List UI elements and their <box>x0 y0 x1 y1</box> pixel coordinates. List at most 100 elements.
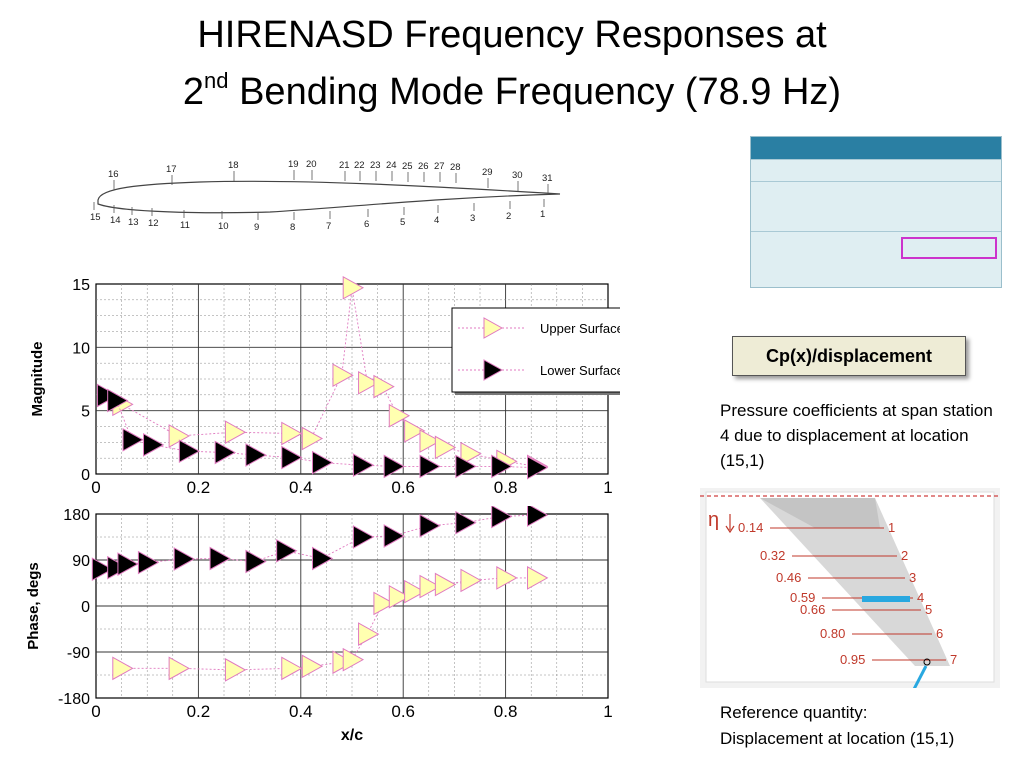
y-tick-label: 5 <box>81 404 90 421</box>
station-index-label: 7 <box>950 652 957 667</box>
station-index-label: 2 <box>901 548 908 563</box>
upper-surface-point <box>224 658 247 682</box>
airfoil-lower-label: 9 <box>254 222 259 233</box>
airfoil-upper-label: 19 <box>288 159 299 170</box>
upper-surface-point <box>388 584 411 609</box>
upper-surface-point <box>434 572 457 597</box>
station-index-label: 5 <box>925 602 932 617</box>
station-index-label: 1 <box>888 520 895 535</box>
airfoil-upper-label: 21 <box>339 160 350 171</box>
airfoil-upper-label: 20 <box>306 159 317 170</box>
upper-surface-point <box>332 363 354 388</box>
airfoil-upper-label: 31 <box>542 173 553 184</box>
airfoil-upper-label: 22 <box>354 160 365 171</box>
description-note: Pressure coefficients at span station 4 … <box>720 401 993 470</box>
airfoil-lower-label: 12 <box>148 218 159 229</box>
station-eta-label: 0.66 <box>800 602 825 617</box>
lower-surface-point <box>173 547 196 571</box>
x-tick-label: 0.4 <box>289 478 313 497</box>
reference-note-line-2: Displacement at location (15,1) <box>720 729 955 748</box>
cp-displacement-callout: Cp(x)/displacement <box>732 336 966 376</box>
x-axis-label: x/c <box>341 727 363 744</box>
lower-surface-point <box>245 549 267 574</box>
upper-surface-line <box>121 577 537 671</box>
airfoil-upper-label: 24 <box>386 160 397 171</box>
airfoil-upper-label: 28 <box>450 162 461 173</box>
upper-surface-point <box>373 591 395 616</box>
upper-surface-point <box>419 574 441 599</box>
station-eta-label: 0.59 <box>790 590 815 605</box>
lower-surface-point <box>352 525 375 549</box>
upper-surface-point <box>373 374 395 399</box>
upper-surface-point <box>388 403 411 428</box>
wing-planform-diagram: η 0.14 1 0.32 2 0.46 3 0.59 4 0.66 5 0.80 6 0.95 7 <box>700 488 1000 688</box>
lower-surface-point <box>419 513 441 538</box>
reference-arrow <box>912 665 928 688</box>
airfoil-diagram: 16 17 18 19 20 21 22 23 24 25 26 27 28 29 30 31 15 14 13 1… <box>90 159 561 233</box>
x-tick-label: 0.8 <box>494 478 518 497</box>
station-eta-label: 0.95 <box>840 652 865 667</box>
lower-surface-series <box>96 383 549 480</box>
upper-surface-point <box>301 654 324 679</box>
title-line-1: HIRENASD Frequency Responses at <box>197 14 827 56</box>
airfoil-lower-label: 7 <box>326 221 331 232</box>
lower-surface-point <box>281 445 303 470</box>
upper-surface-point <box>112 656 134 681</box>
lower-surface-point <box>117 552 139 576</box>
upper-surface-point <box>460 441 482 466</box>
lower-surface-point <box>137 550 160 575</box>
y-axis-label: Magnitude <box>29 342 46 417</box>
airfoil-lower-label: 2 <box>506 211 511 222</box>
legend-label: Upper Surface <box>540 321 620 336</box>
x-tick-label: 0.4 <box>289 702 313 721</box>
lower-surface-point <box>491 506 513 529</box>
lower-surface-point <box>107 388 129 413</box>
reference-point <box>923 658 931 666</box>
x-tick-label: 0.2 <box>187 702 211 721</box>
eta-symbol: η <box>708 509 719 531</box>
airfoil-upper-labels: 16 17 18 19 20 21 22 23 24 25 26 27 28 29 30 31 <box>108 159 553 194</box>
airfoil-lower-labels: 15 14 13 12 11 10 9 8 7 6 5 4 3 2 1 <box>90 199 545 233</box>
upper-surface-point <box>496 566 518 590</box>
station-eta-label: 0.14 <box>738 520 763 535</box>
y-axis-label: Phase, degs <box>25 562 42 650</box>
lower-surface-point <box>91 557 114 582</box>
y-tick-label: 10 <box>72 340 90 357</box>
airfoil-lower-label: 14 <box>110 215 121 226</box>
upper-surface-point <box>342 275 365 300</box>
station-eta-label: 0.46 <box>776 570 801 585</box>
legend: Upper Surface Lower Surface <box>451 307 620 395</box>
lower-surface-point <box>178 439 201 464</box>
upper-surface-point <box>224 420 247 445</box>
airfoil-upper-label: 30 <box>512 170 523 181</box>
airfoil-lower-label: 11 <box>180 220 190 231</box>
lower-surface-point <box>383 524 405 548</box>
lower-surface-point <box>352 453 375 477</box>
lower-surface-series <box>91 506 549 582</box>
airfoil-upper-label: 25 <box>402 161 413 172</box>
y-tick-label: 0 <box>81 467 90 484</box>
table-header-band <box>751 137 1001 159</box>
lower-surface-point <box>455 510 477 535</box>
upper-surface-point <box>168 656 190 681</box>
airfoil-lower-label: 13 <box>128 217 139 228</box>
lower-surface-point <box>311 546 334 571</box>
upper-surface-point <box>527 566 549 590</box>
lower-surface-point <box>419 454 441 479</box>
reference-note-line-1: Reference quantity: <box>720 703 868 722</box>
y-tick-label: 180 <box>63 507 90 524</box>
upper-surface-point <box>404 579 426 604</box>
x-tick-label: 1 <box>603 702 612 721</box>
phase-chart: 0 0.2 0.4 0.6 0.8 1 -180 -90 0 90 180 Phase, degs x/… <box>25 506 613 744</box>
upper-surface-point <box>342 647 365 672</box>
airfoil-upper-label: 29 <box>482 167 493 178</box>
y-tick-label: -180 <box>58 691 90 708</box>
lower-surface-point <box>455 454 477 479</box>
airfoil-upper-label: 26 <box>418 161 429 172</box>
slide-title: HIRENASD Frequency Responses at 2nd Bend… <box>0 12 1024 115</box>
configuration-table-image <box>750 136 1002 288</box>
upper-surface-point <box>358 370 380 395</box>
airfoil-lower-label: 15 <box>90 212 101 223</box>
station-eta-label: 0.80 <box>820 626 845 641</box>
